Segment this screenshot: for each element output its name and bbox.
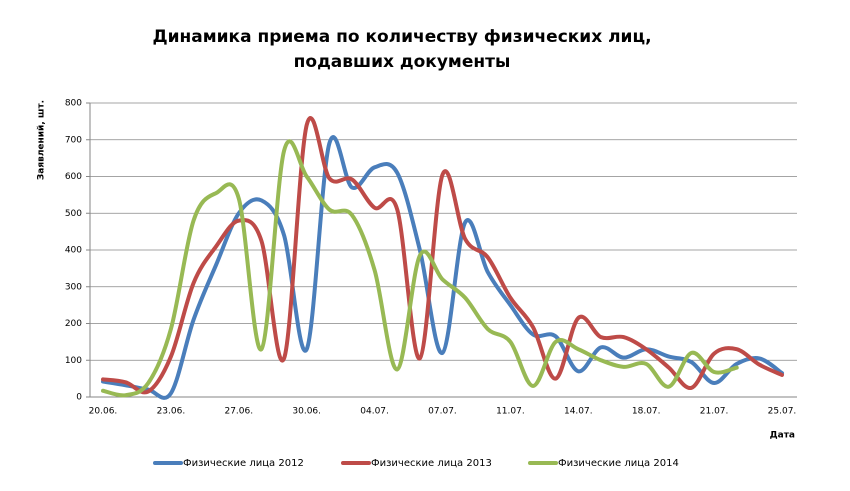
x-tick-label: 04.07. bbox=[360, 407, 389, 417]
chart-title: Динамика приема по количеству физических… bbox=[152, 27, 651, 47]
y-axis-title: Заявлений, шт. bbox=[37, 100, 47, 180]
x-tick-label: 14.07. bbox=[564, 407, 593, 417]
y-tick-label: 600 bbox=[65, 172, 82, 182]
x-tick-label: 20.06. bbox=[89, 407, 118, 417]
legend-label: Физические лица 2012 bbox=[183, 458, 304, 469]
legend-label: Физические лица 2013 bbox=[371, 458, 492, 469]
series-line bbox=[101, 135, 784, 400]
x-tick-label: 23.06. bbox=[157, 407, 186, 417]
x-tick-label: 25.07. bbox=[768, 407, 797, 417]
x-tick-label: 18.07. bbox=[632, 407, 661, 417]
legend-label: Физические лица 2014 bbox=[558, 458, 679, 469]
y-tick-label: 700 bbox=[65, 135, 82, 145]
chart-title: подавших документы bbox=[294, 52, 511, 72]
y-tick-label: 500 bbox=[65, 209, 82, 219]
x-tick-label: 07.07. bbox=[428, 407, 457, 417]
y-tick-label: 300 bbox=[65, 282, 82, 292]
y-tick-label: 400 bbox=[65, 246, 82, 256]
x-tick-label: 30.06. bbox=[292, 407, 321, 417]
x-axis-title: Дата bbox=[770, 431, 795, 441]
y-tick-label: 0 bbox=[76, 393, 82, 403]
series-line bbox=[101, 115, 784, 395]
x-tick-label: 21.07. bbox=[700, 407, 729, 417]
y-tick-label: 800 bbox=[65, 99, 82, 109]
x-tick-label: 27.06. bbox=[224, 407, 253, 417]
y-tick-label: 100 bbox=[65, 356, 82, 366]
series-line bbox=[101, 139, 739, 398]
y-tick-label: 200 bbox=[65, 319, 82, 329]
x-tick-label: 11.07. bbox=[496, 407, 525, 417]
